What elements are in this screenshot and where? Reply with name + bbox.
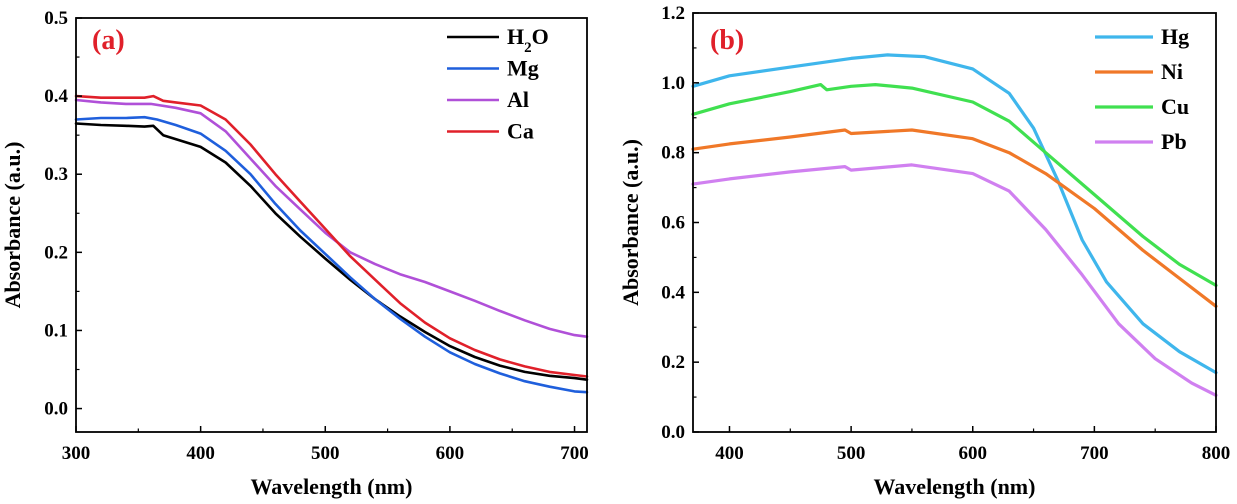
panel-b-x-axis-label: Wavelength (nm) — [874, 474, 1036, 499]
panel-b-plot-frame — [692, 12, 1217, 433]
panel-b-legend-label-hg: Hg — [1161, 24, 1189, 49]
panel-b-legend-label-ni: Ni — [1161, 59, 1183, 84]
panel-b-series-line-cu — [691, 83, 1218, 287]
panel-b-y-tick-label: 0.2 — [661, 352, 685, 373]
panel-a-panel-label: (a) — [92, 25, 125, 56]
panel-b-chart: 400 500 600 700 800 0.0 0.2 0.4 0.6 0.8 1.0 1.2 Wave… — [618, 3, 1230, 499]
panel-a-legend-label-h2o: H2O — [507, 24, 549, 56]
panel-a-x-tick-label: 500 — [311, 443, 340, 464]
panel-b-x-tick-label: 500 — [837, 443, 866, 464]
panel-a-y-tick-label: 0.1 — [44, 320, 68, 341]
panel-b-x-tick-label: 800 — [1202, 443, 1231, 464]
panel-a-x-tick-label: 400 — [186, 443, 215, 464]
panel-a-series-line-h2o — [74, 122, 589, 381]
panel-a-legend-label-al: Al — [507, 87, 529, 112]
panel-b-legend-label-cu: Cu — [1161, 94, 1189, 119]
panel-a-y-tick-label: 0.4 — [44, 86, 68, 107]
panel-b-series-line-pb — [691, 163, 1218, 397]
panel-a-y-axis-label: Absorbance (a.u.) — [0, 142, 25, 309]
panel-a-chart: 300 400 500 600 700 0.0 0.1 0.2 0.3 0.4 0.5 Wavelen… — [0, 8, 589, 499]
panel-b-y-tick-label: 1.0 — [661, 73, 685, 94]
panel-b-x-tick-label: 700 — [1080, 443, 1109, 464]
panel-a-series-line-mg — [74, 115, 589, 394]
panel-b-series-line-ni — [691, 128, 1218, 308]
panel-a-x-tick-label: 600 — [436, 443, 465, 464]
panel-a-y-tick-label: 0.3 — [44, 164, 68, 185]
panel-b-y-tick-label: 0.6 — [661, 213, 685, 234]
panel-b-y-tick-label: 0.8 — [661, 143, 685, 164]
panel-a-legend-label-ca: Ca — [507, 119, 534, 144]
panel-b-series-line-hg — [691, 53, 1218, 375]
panel-a-legend-label-mg: Mg — [507, 56, 539, 81]
panel-b-x-tick-label: 400 — [715, 443, 744, 464]
panel-a-y-tick-label: 0.5 — [44, 8, 68, 29]
panel-b-legend-label-pb: Pb — [1161, 129, 1187, 154]
panel-a-y-tick-label: 0.2 — [44, 242, 68, 263]
panel-b-y-tick-label: 0.0 — [661, 422, 685, 443]
panel-b-y-tick-label: 1.2 — [661, 3, 685, 24]
panel-a-plot-frame — [75, 17, 588, 433]
panel-b-y-tick-label: 0.4 — [661, 282, 685, 303]
panel-a-series-line-ca — [74, 94, 589, 378]
panel-a-x-tick-label: 300 — [62, 443, 91, 464]
panel-b-y-axis-label: Absorbance (a.u.) — [618, 139, 643, 306]
panel-a-x-axis-label: Wavelength (nm) — [251, 474, 413, 499]
panel-a-y-tick-label: 0.0 — [44, 399, 68, 420]
panel-b-panel-label: (b) — [710, 25, 744, 56]
panel-a-x-tick-label: 700 — [560, 443, 589, 464]
panel-b-x-tick-label: 600 — [958, 443, 987, 464]
